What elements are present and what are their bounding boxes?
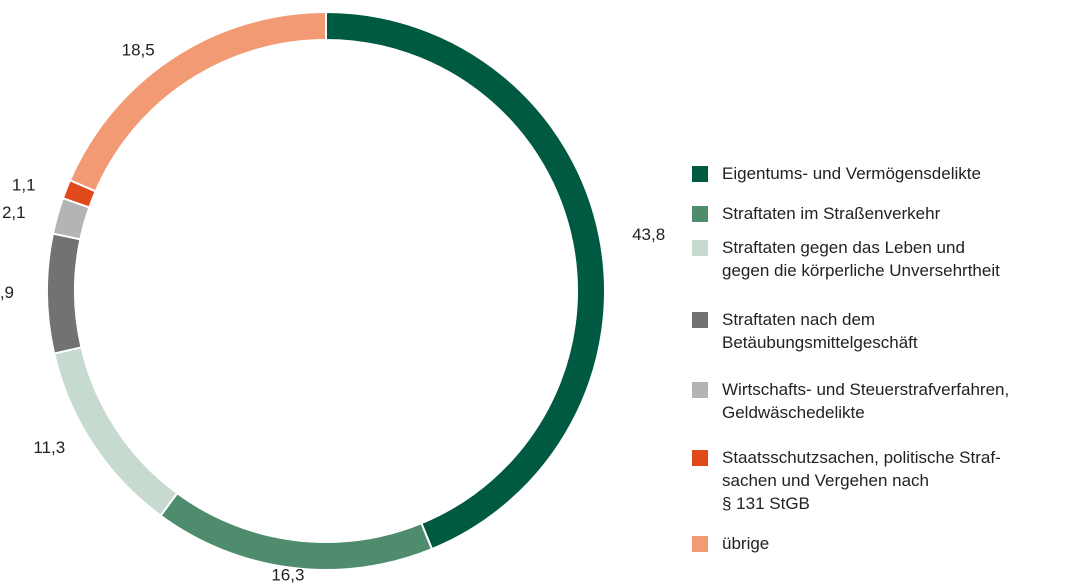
- legend-label: Straftaten nach dem Betäubungsmittelgesc…: [722, 310, 918, 352]
- data-label: 2,1: [2, 203, 26, 222]
- data-label: 11,3: [33, 438, 65, 457]
- legend-label: übrige: [722, 534, 770, 553]
- legend-swatch: [692, 312, 708, 328]
- data-label: 16,3: [271, 565, 304, 584]
- legend-label: Straftaten gegen das Leben und gegen die…: [722, 238, 1000, 280]
- legend-swatch: [692, 450, 708, 466]
- legend-swatch: [692, 536, 708, 552]
- legend-label: Wirtschafts- und Steuerstrafverfahren, G…: [722, 380, 1010, 422]
- legend-swatch: [692, 166, 708, 182]
- donut-segment: [46, 232, 83, 355]
- data-label: 1,1: [12, 176, 36, 195]
- donut-segment: [325, 10, 607, 551]
- data-label: 6,9: [0, 283, 14, 302]
- donut-segment: [159, 491, 434, 571]
- data-label: 43,8: [632, 225, 665, 244]
- legend-swatch: [692, 240, 708, 256]
- donut-segment: [68, 10, 327, 193]
- legend-label: Eigentums- und Vermögensdelikte: [722, 164, 981, 183]
- legend-label: Straftaten im Straßenverkehr: [722, 204, 941, 223]
- legend-swatch: [692, 206, 708, 222]
- legend-label: Staatsschutzsachen, politische Straf- sa…: [722, 448, 1001, 513]
- data-label: 18,5: [122, 41, 155, 60]
- donut-segment: [52, 346, 179, 518]
- legend-swatch: [692, 382, 708, 398]
